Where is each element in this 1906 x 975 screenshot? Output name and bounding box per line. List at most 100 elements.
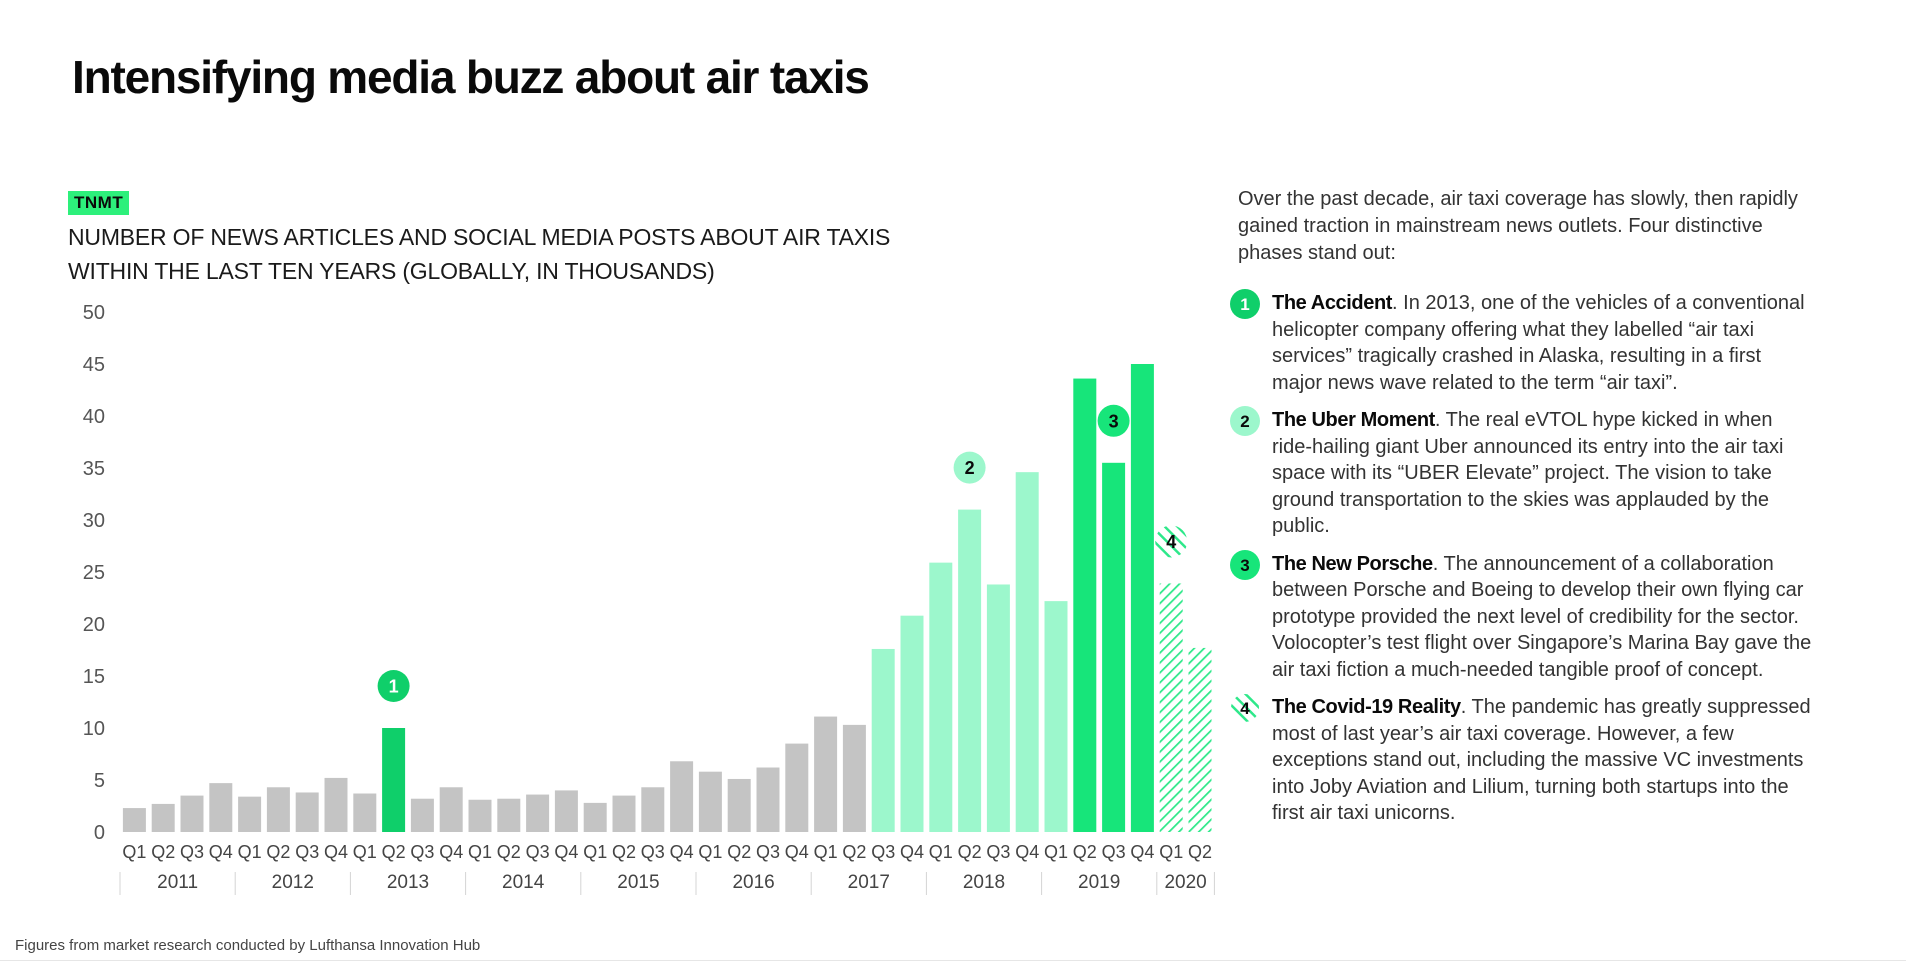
x-tick-label: Q3 bbox=[1102, 842, 1126, 862]
year-label: 2016 bbox=[732, 872, 774, 893]
phase-item: 3 The New Porsche. The announcement of a… bbox=[1228, 549, 1813, 684]
x-tick-label: Q3 bbox=[410, 842, 434, 862]
x-tick-label: Q3 bbox=[871, 842, 895, 862]
bar bbox=[814, 716, 838, 832]
bar bbox=[468, 799, 492, 832]
year-label: 2012 bbox=[272, 872, 314, 893]
bar bbox=[180, 795, 204, 832]
bar bbox=[1073, 378, 1097, 832]
phase-item: 2 The Uber Moment. The real eVTOL hype k… bbox=[1228, 406, 1813, 540]
phase-text: . The announcement of a collaboration be… bbox=[1272, 552, 1812, 681]
bar bbox=[756, 767, 780, 832]
x-tick-label: Q1 bbox=[238, 842, 262, 862]
bar bbox=[1044, 601, 1068, 832]
year-label: 2018 bbox=[963, 872, 1005, 893]
y-tick-label: 45 bbox=[83, 354, 105, 376]
brand-tag: TNMT bbox=[68, 191, 130, 215]
bar bbox=[526, 794, 550, 832]
bar bbox=[238, 796, 262, 832]
bar bbox=[324, 777, 348, 832]
x-tick-label: Q1 bbox=[122, 842, 146, 862]
bar bbox=[1102, 462, 1126, 832]
bar bbox=[1159, 583, 1183, 832]
x-tick-label: Q3 bbox=[986, 842, 1010, 862]
phase-marker-label: 4 bbox=[1166, 532, 1176, 552]
x-tick-label: Q4 bbox=[439, 842, 463, 862]
phase-title: The Accident bbox=[1272, 292, 1393, 314]
x-tick-label: Q3 bbox=[180, 842, 204, 862]
intro-text: Over the past decade, air taxi coverage … bbox=[1238, 188, 1798, 264]
phase-title: The New Porsche bbox=[1272, 552, 1433, 575]
bar bbox=[958, 509, 982, 832]
bar bbox=[151, 803, 175, 832]
x-tick-label: Q1 bbox=[1044, 842, 1068, 862]
x-tick-label: Q2 bbox=[151, 842, 175, 862]
y-tick-label: 25 bbox=[83, 562, 105, 584]
phase-marker bbox=[953, 451, 986, 484]
phase-number: 1 bbox=[1240, 295, 1249, 314]
bar bbox=[266, 787, 290, 832]
phase-text: . The real eVTOL hype kicked in when rid… bbox=[1272, 409, 1784, 537]
phase-number: 2 bbox=[1240, 412, 1249, 431]
x-tick-label: Q2 bbox=[612, 842, 636, 862]
bar bbox=[122, 808, 146, 832]
phase-text: . The pandemic has greatly suppressed mo… bbox=[1272, 696, 1811, 824]
bar bbox=[670, 761, 694, 832]
year-label: 2011 bbox=[157, 872, 198, 893]
x-tick-label: Q4 bbox=[785, 842, 809, 862]
divider bbox=[0, 960, 1906, 961]
bar bbox=[929, 562, 953, 832]
y-tick-label: 15 bbox=[83, 666, 105, 688]
y-tick-label: 10 bbox=[83, 718, 105, 740]
bar bbox=[612, 795, 636, 832]
bar bbox=[295, 792, 319, 832]
x-tick-label: Q1 bbox=[929, 842, 953, 862]
x-tick-label: Q4 bbox=[554, 842, 578, 862]
y-tick-label: 5 bbox=[94, 770, 105, 792]
bar bbox=[1188, 647, 1212, 832]
x-tick-label: Q2 bbox=[266, 842, 290, 862]
year-label: 2014 bbox=[502, 872, 545, 893]
year-label: 2015 bbox=[617, 872, 659, 893]
phase-text: . In 2013, one of the vehicles of a conv… bbox=[1272, 292, 1805, 394]
bar bbox=[410, 798, 434, 832]
x-tick-label: Q1 bbox=[583, 842, 607, 862]
bar bbox=[382, 728, 406, 832]
x-tick-label: Q3 bbox=[641, 842, 665, 862]
y-tick-label: 0 bbox=[94, 822, 105, 844]
bar bbox=[727, 778, 751, 832]
bar bbox=[986, 584, 1010, 832]
y-tick-label: 20 bbox=[83, 614, 105, 636]
bar bbox=[1015, 472, 1039, 832]
phase-2-badge-icon: 2 bbox=[1230, 406, 1260, 436]
x-tick-label: Q4 bbox=[900, 842, 924, 862]
phase-number: 3 bbox=[1240, 556, 1249, 575]
phase-title: The Uber Moment bbox=[1272, 409, 1435, 431]
x-tick-label: Q2 bbox=[1073, 842, 1097, 862]
x-tick-label: Q4 bbox=[209, 842, 233, 862]
x-tick-label: Q1 bbox=[698, 842, 722, 862]
phase-marker-label: 3 bbox=[1109, 411, 1119, 431]
phase-item: 1 The Accident. In 2013, one of the vehi… bbox=[1228, 289, 1813, 396]
x-tick-label: Q1 bbox=[468, 842, 492, 862]
phase-list: 1 The Accident. In 2013, one of the vehi… bbox=[1228, 289, 1813, 838]
year-label: 2017 bbox=[848, 872, 890, 893]
phase-marker-label: 1 bbox=[389, 677, 399, 697]
bar bbox=[353, 793, 377, 832]
phase-4-badge-icon: 4 bbox=[1231, 694, 1259, 722]
phase-marker-label: 2 bbox=[965, 458, 975, 478]
y-tick-label: 35 bbox=[83, 458, 105, 480]
phase-marker bbox=[1155, 525, 1188, 558]
x-tick-label: Q2 bbox=[382, 842, 406, 862]
x-tick-label: Q2 bbox=[497, 842, 521, 862]
phase-number: 4 bbox=[1240, 699, 1250, 718]
bar bbox=[439, 787, 463, 832]
x-tick-label: Q1 bbox=[1159, 842, 1183, 862]
bar bbox=[554, 790, 578, 832]
bar bbox=[497, 798, 521, 832]
x-tick-label: Q3 bbox=[756, 842, 780, 862]
bar bbox=[698, 771, 722, 832]
x-tick-label: Q2 bbox=[1188, 842, 1212, 862]
y-tick-label: 50 bbox=[83, 302, 105, 324]
bar bbox=[871, 648, 895, 832]
